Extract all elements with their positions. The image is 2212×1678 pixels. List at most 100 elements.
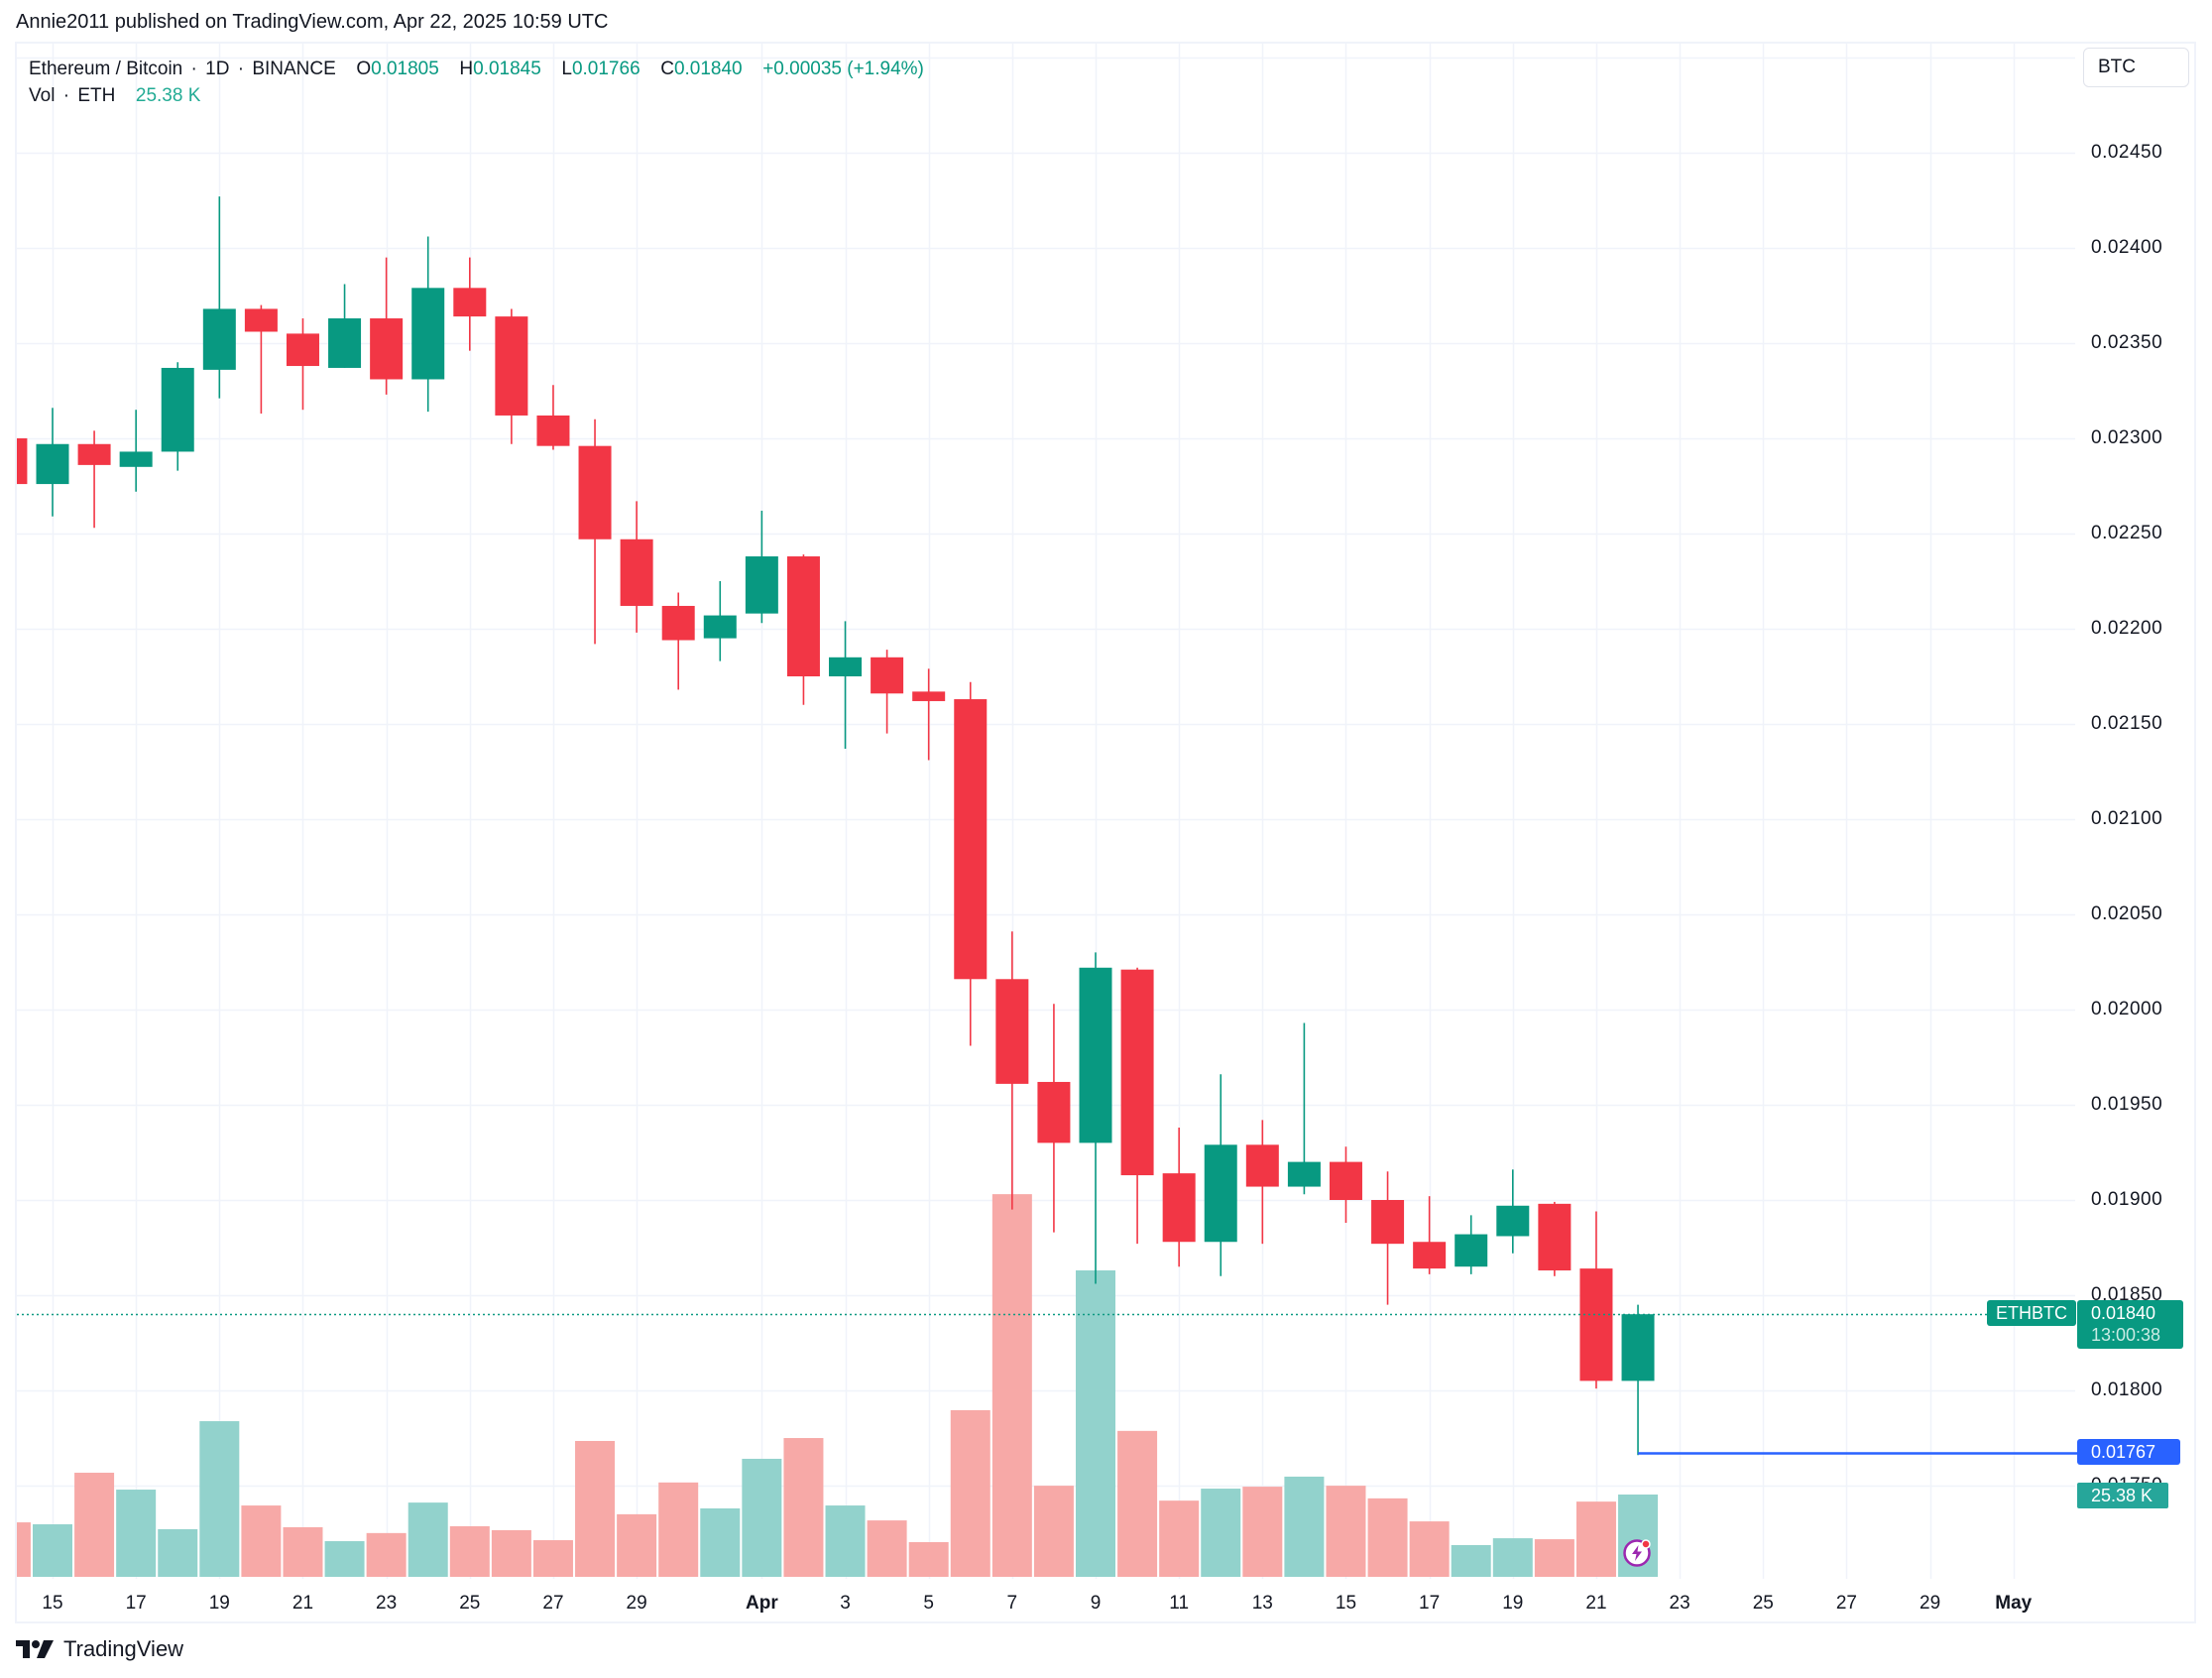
- volume-bar: [17, 1522, 31, 1577]
- candle-body[interactable]: [703, 615, 737, 639]
- volume-bar: [407, 1502, 448, 1577]
- volume-bar: [1284, 1476, 1325, 1577]
- candle-body[interactable]: [1621, 1314, 1655, 1381]
- candle-body[interactable]: [1538, 1203, 1572, 1271]
- volume-bar: [1326, 1486, 1366, 1577]
- price-axis-label: 0.01950: [2091, 1094, 2163, 1115]
- close-label: C: [660, 59, 674, 79]
- volume-bar: [1159, 1500, 1200, 1577]
- time-axis-label: Apr: [745, 1593, 778, 1614]
- candle-body[interactable]: [1287, 1161, 1321, 1187]
- low-value: 0.01766: [571, 59, 640, 79]
- change-value: +0.00035 (+1.94%): [762, 59, 924, 79]
- tradingview-logo[interactable]: TradingView: [16, 1636, 183, 1662]
- candle-body[interactable]: [745, 556, 778, 614]
- volume-bar: [116, 1490, 157, 1577]
- candle-body[interactable]: [286, 333, 319, 367]
- candle-body[interactable]: [1496, 1205, 1530, 1237]
- time-axis-label: 9: [1090, 1593, 1102, 1614]
- candles: [0, 196, 1655, 1456]
- candle-body[interactable]: [1371, 1200, 1405, 1245]
- time-axis-label: 17: [1419, 1593, 1441, 1614]
- interval[interactable]: 1D: [205, 59, 230, 79]
- candle-body[interactable]: [536, 415, 570, 446]
- separator-dot: ·: [237, 59, 245, 79]
- volume-bar: [1117, 1430, 1158, 1577]
- candle-body[interactable]: [1413, 1242, 1447, 1269]
- time-axis-label: 25: [459, 1593, 481, 1614]
- last-price-tag: 0.01840 13:00:38: [2077, 1300, 2183, 1349]
- candle-body[interactable]: [0, 438, 28, 485]
- candle-body[interactable]: [954, 699, 988, 980]
- chart-legend: Ethereum / Bitcoin · 1D · BINANCE O0.018…: [29, 56, 924, 109]
- volume-bar: [1409, 1521, 1450, 1577]
- volume-bar: [908, 1542, 949, 1577]
- time-axis-label: 21: [291, 1593, 314, 1614]
- candle-body[interactable]: [77, 443, 111, 465]
- volume-bar: [33, 1524, 72, 1577]
- candle-body[interactable]: [578, 445, 612, 539]
- candle-body[interactable]: [786, 556, 820, 676]
- candle-body[interactable]: [995, 979, 1029, 1084]
- candle-body[interactable]: [119, 451, 153, 467]
- candle-body[interactable]: [328, 318, 362, 368]
- volume-tag: 25.38 K: [2077, 1483, 2168, 1508]
- legend-volume-row: Vol · ETH 25.38 K: [29, 82, 924, 109]
- volume-bar: [366, 1532, 407, 1577]
- volume-bar: [617, 1513, 657, 1577]
- candle-body[interactable]: [1037, 1081, 1071, 1143]
- candle-body[interactable]: [620, 539, 653, 606]
- high-label: H: [459, 59, 474, 79]
- time-axis-label: 23: [1669, 1593, 1690, 1614]
- price-axis-label: 0.02000: [2091, 999, 2163, 1019]
- candle-body[interactable]: [1079, 967, 1112, 1143]
- time-axis-label: 3: [840, 1593, 851, 1614]
- time-axis-label: 25: [1752, 1593, 1774, 1614]
- candle-body[interactable]: [1245, 1144, 1279, 1187]
- price-axis-label: 0.02100: [2091, 808, 2163, 829]
- candle-body[interactable]: [829, 657, 863, 676]
- candle-body[interactable]: [453, 288, 487, 317]
- volume-bar: [199, 1421, 240, 1577]
- volume-bar: [1492, 1538, 1533, 1577]
- time-axis-label: 5: [923, 1593, 934, 1614]
- candle-body[interactable]: [1120, 969, 1154, 1176]
- volume-bar: [1575, 1501, 1616, 1577]
- lightning-icon[interactable]: [1623, 1539, 1651, 1567]
- candle-body[interactable]: [871, 657, 904, 694]
- time-axis-label: 29: [626, 1593, 647, 1614]
- price-axis-label: 0.01850: [2091, 1284, 2163, 1305]
- time-axis-label: 27: [542, 1593, 564, 1614]
- candle-body[interactable]: [411, 288, 445, 380]
- candle-body[interactable]: [1579, 1268, 1613, 1381]
- volume-bar: [950, 1409, 990, 1577]
- candle-body[interactable]: [1455, 1234, 1488, 1267]
- candle-body[interactable]: [244, 308, 278, 332]
- legend-main-row: Ethereum / Bitcoin · 1D · BINANCE O0.018…: [29, 56, 924, 82]
- candle-body[interactable]: [36, 443, 69, 485]
- candle-body[interactable]: [661, 605, 695, 641]
- volume-label[interactable]: Vol: [29, 85, 56, 106]
- price-axis-label: 0.02250: [2091, 523, 2163, 543]
- candle-body[interactable]: [1162, 1173, 1196, 1243]
- candle-body[interactable]: [202, 308, 236, 370]
- volume-bar: [783, 1438, 824, 1577]
- candle-body[interactable]: [1329, 1161, 1362, 1200]
- currency-button[interactable]: BTC: [2083, 48, 2189, 87]
- symbol-name[interactable]: Ethereum / Bitcoin: [29, 59, 183, 79]
- separator-dot: ·: [62, 85, 70, 106]
- time-axis-label: 15: [42, 1593, 63, 1614]
- volume-bar: [742, 1458, 782, 1577]
- low-label: L: [561, 59, 572, 79]
- candle-body[interactable]: [912, 691, 946, 701]
- candle-body[interactable]: [161, 367, 194, 452]
- volume-bars: [17, 1194, 1659, 1577]
- candle-body[interactable]: [495, 316, 528, 416]
- exchange: BINANCE: [252, 59, 336, 79]
- candle-body[interactable]: [370, 318, 404, 380]
- price-axis-label: 0.02050: [2091, 903, 2163, 924]
- volume-bar: [825, 1505, 866, 1577]
- candle-body[interactable]: [1204, 1144, 1237, 1243]
- volume-bar: [1367, 1498, 1408, 1577]
